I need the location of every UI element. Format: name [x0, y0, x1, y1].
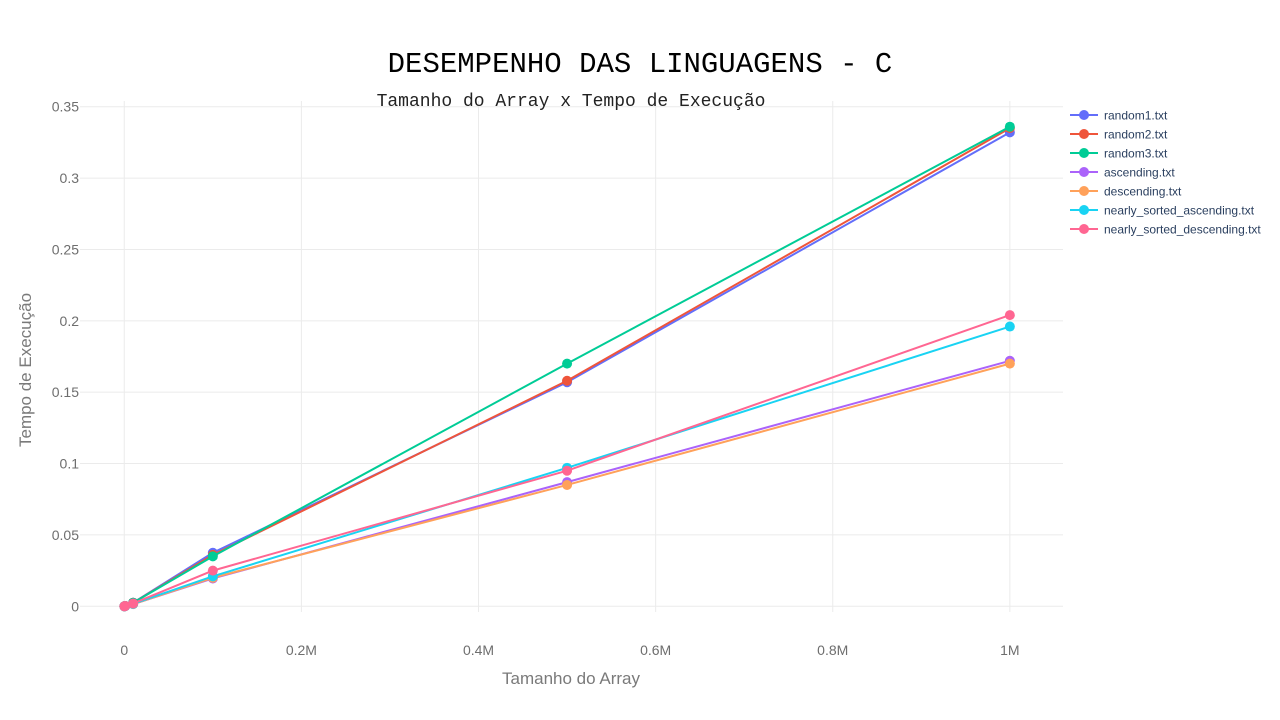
legend-item[interactable]: nearly_sorted_descending.txt	[1070, 223, 1261, 237]
y-tick-label: 0.2	[60, 313, 80, 329]
y-tick-label: 0.35	[52, 99, 79, 115]
legend-item[interactable]: nearly_sorted_ascending.txt	[1070, 204, 1255, 218]
legend-label: ascending.txt	[1104, 166, 1175, 180]
series-random1-txt	[119, 127, 1015, 612]
legend-marker	[1079, 110, 1089, 120]
legend-marker	[1079, 167, 1089, 177]
y-axis-title: Tempo de Execução	[16, 293, 35, 447]
legend-label: nearly_sorted_descending.txt	[1104, 223, 1261, 237]
legend-marker	[1079, 186, 1089, 196]
legend-item[interactable]: ascending.txt	[1070, 166, 1175, 180]
data-point[interactable]	[1004, 121, 1015, 132]
chart-subtitle: Tamanho do Array x Tempo de Execução	[377, 92, 766, 112]
legend-marker	[1079, 148, 1089, 158]
x-tick-label: 1M	[1000, 642, 1019, 658]
data-point[interactable]	[120, 601, 131, 612]
series-nearly-sorted-descending-txt	[119, 310, 1015, 612]
x-tick-label: 0.8M	[817, 642, 848, 658]
legend-item[interactable]: random1.txt	[1070, 109, 1168, 123]
legend[interactable]: random1.txt random2.txt random3.txt ascendi…	[1070, 109, 1261, 237]
data-point[interactable]	[1004, 321, 1015, 332]
y-tick-label: 0.3	[60, 170, 80, 186]
series-lines	[119, 121, 1015, 612]
legend-label: nearly_sorted_ascending.txt	[1104, 204, 1255, 218]
legend-item[interactable]: random2.txt	[1070, 128, 1168, 142]
x-tick-label: 0	[120, 642, 128, 658]
data-point[interactable]	[207, 551, 218, 562]
y-tick-label: 0.15	[52, 384, 79, 400]
legend-marker	[1079, 129, 1089, 139]
x-tick-label: 0.6M	[640, 642, 671, 658]
data-point[interactable]	[562, 375, 573, 386]
legend-item[interactable]: random3.txt	[1070, 147, 1168, 161]
legend-label: random2.txt	[1104, 128, 1168, 142]
legend-marker	[1079, 205, 1089, 215]
x-axis-title: Tamanho do Array	[502, 669, 640, 688]
y-tick-label: 0	[71, 598, 79, 614]
chart-title: DESEMPENHO DAS LINGUAGENS - C	[388, 48, 893, 81]
axes: 0 0.2M 0.4M 0.6M 0.8M 1M 0 0.05 0.1 0.15 0.2 0.25 0.…	[52, 99, 1020, 658]
y-tick-label: 0.1	[60, 456, 80, 472]
legend-item[interactable]: descending.txt	[1070, 185, 1182, 199]
x-tick-label: 0.2M	[286, 642, 317, 658]
series-random3-txt	[119, 121, 1015, 612]
data-point[interactable]	[207, 565, 218, 576]
legend-label: descending.txt	[1104, 185, 1182, 199]
legend-marker	[1079, 224, 1089, 234]
x-tick-label: 0.4M	[463, 642, 494, 658]
data-point[interactable]	[562, 479, 573, 490]
data-point[interactable]	[562, 465, 573, 476]
data-point[interactable]	[1004, 310, 1015, 321]
data-point[interactable]	[1004, 358, 1015, 369]
data-point[interactable]	[128, 598, 139, 609]
y-tick-label: 0.25	[52, 241, 79, 257]
legend-label: random3.txt	[1104, 147, 1168, 161]
y-tick-label: 0.05	[52, 527, 79, 543]
legend-label: random1.txt	[1104, 109, 1168, 123]
data-point[interactable]	[562, 358, 573, 369]
